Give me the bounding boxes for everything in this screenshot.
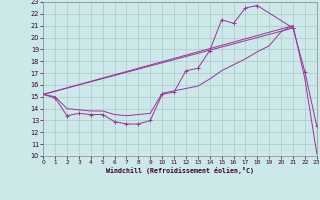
- X-axis label: Windchill (Refroidissement éolien,°C): Windchill (Refroidissement éolien,°C): [106, 167, 254, 174]
